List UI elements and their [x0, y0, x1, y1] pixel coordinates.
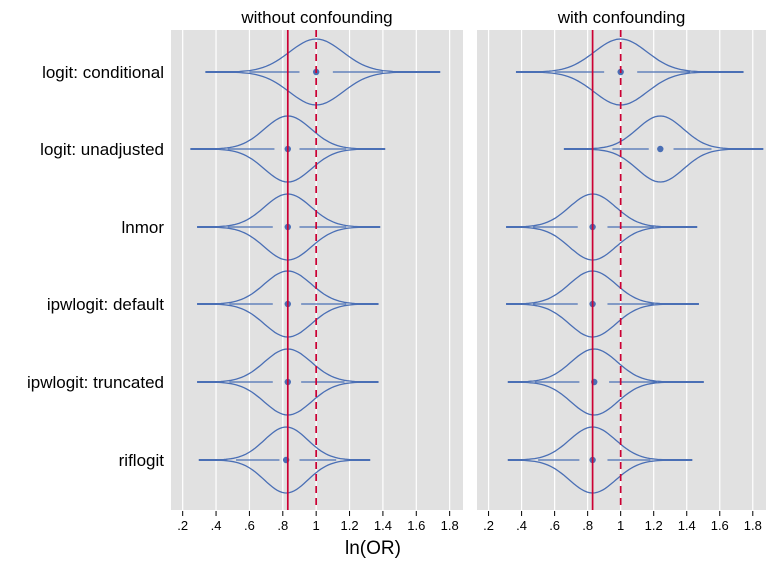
x-tick-label: 1.2: [340, 518, 358, 533]
row-label: ipwlogit: default: [47, 295, 164, 314]
x-tick-label: 1.6: [711, 518, 729, 533]
panel-with-confounding: with confounding .2 .4 .6 .8 1 1.2 1.4 1.6 1.8: [477, 8, 766, 533]
row-label: lnmor: [121, 218, 164, 237]
x-tick-label: 1.8: [441, 518, 459, 533]
x-tick-label: .6: [244, 518, 255, 533]
panel-title: without confounding: [240, 8, 392, 27]
panel-title: with confounding: [557, 8, 686, 27]
violin-outline: [506, 193, 698, 261]
violin-outline: [507, 348, 704, 416]
violin-outline: [563, 115, 764, 183]
row-label: ipwlogit: truncated: [27, 373, 164, 392]
x-tick-label: .8: [582, 518, 593, 533]
row-label: logit: conditional: [42, 63, 164, 82]
x-tick-label: .4: [211, 518, 222, 533]
violin-outline: [198, 426, 371, 494]
violin-outline: [197, 270, 379, 338]
x-tick-label: 1.6: [407, 518, 425, 533]
violin-outline: [197, 348, 379, 416]
panel-without-confounding: without confounding .2 .4 .6 .8 1 1.2 1.4 1.6 1.8: [171, 8, 463, 533]
violin-outline: [205, 38, 441, 106]
violin-outline: [507, 426, 693, 494]
x-tick-label: 1: [617, 518, 624, 533]
x-tick-label: 1.2: [645, 518, 663, 533]
x-tick-label: 1.4: [678, 518, 696, 533]
row-label: riflogit: [119, 451, 165, 470]
median-marker: [657, 145, 664, 153]
x-tick-label: .8: [277, 518, 288, 533]
violin-outline: [190, 115, 386, 183]
x-tick-label: 1.8: [744, 518, 762, 533]
violin-outline: [197, 193, 381, 261]
row-label: logit: unadjusted: [40, 140, 164, 159]
x-tick-label: 1: [313, 518, 320, 533]
violin-outline: [506, 270, 699, 338]
row-labels: logit: conditional logit: unadjusted lnmor…: [27, 63, 164, 470]
x-tick-label: .6: [549, 518, 560, 533]
x-tick-label: .2: [483, 518, 494, 533]
x-tick-label: .2: [177, 518, 188, 533]
x-tick-label: .4: [516, 518, 527, 533]
x-axis-title: ln(OR): [345, 538, 401, 559]
x-tick-label: 1.4: [374, 518, 392, 533]
